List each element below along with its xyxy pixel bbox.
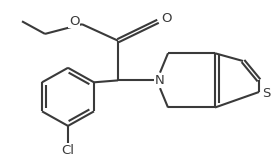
Text: O: O bbox=[69, 15, 79, 28]
Text: O: O bbox=[161, 12, 171, 25]
Text: S: S bbox=[262, 87, 270, 100]
Text: N: N bbox=[155, 74, 165, 87]
Text: Cl: Cl bbox=[62, 144, 75, 157]
